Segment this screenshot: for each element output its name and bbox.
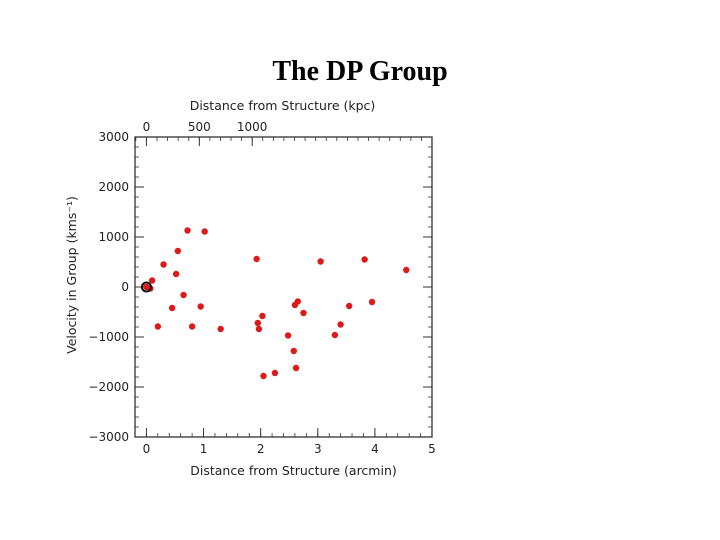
top-tick-label: 1000 [237, 120, 268, 134]
data-point [172, 270, 180, 278]
slide-title: The DP Group [272, 56, 448, 87]
y-tick-label: −3000 [88, 430, 129, 444]
x-tick-label: 1 [200, 442, 208, 456]
data-point [259, 312, 266, 320]
data-point [168, 304, 176, 312]
data-point [174, 247, 182, 255]
x-tick-label: 3 [314, 442, 322, 456]
top-axis-title: Distance from Structure (kpc) [190, 98, 376, 113]
y-tick-label: −1000 [88, 330, 129, 344]
data-point [300, 309, 307, 317]
data-point [254, 319, 261, 327]
data-point [201, 228, 208, 235]
x-tick-label: 0 [143, 442, 151, 456]
data-point [368, 298, 376, 306]
data-point [253, 255, 260, 263]
data-point [217, 325, 224, 333]
top-tick-label: 500 [188, 120, 211, 134]
y-axis-title: Velocity in Group (kms⁻¹) [64, 196, 79, 354]
x-axis-title: Distance from Structure (arcmin) [190, 463, 397, 478]
plot-frame [134, 136, 433, 438]
data-point [337, 321, 344, 328]
data-point [260, 372, 267, 380]
top-tick-label: 0 [143, 120, 151, 134]
data-point [154, 323, 162, 330]
data-point [255, 325, 263, 333]
y-tick-label: 1000 [98, 230, 129, 244]
data-point [188, 323, 196, 330]
y-tick-label: −2000 [88, 380, 129, 394]
data-point [403, 266, 410, 274]
data-point [284, 332, 292, 339]
data-point [271, 369, 279, 377]
data-point [197, 303, 204, 310]
data-point [331, 331, 339, 339]
x-tick-label: 4 [371, 442, 379, 456]
x-tick-label: 2 [257, 442, 265, 456]
data-point [292, 364, 300, 372]
structure-marker [140, 281, 152, 293]
data-point [317, 258, 324, 265]
data-point [180, 291, 187, 299]
data-point [345, 302, 353, 310]
y-tick-label: 2000 [98, 180, 129, 194]
y-tick-label: 3000 [98, 130, 129, 144]
data-point [184, 227, 191, 234]
data-point [361, 256, 368, 263]
data-point [290, 347, 297, 355]
x-tick-label: 5 [428, 442, 436, 456]
data-point [160, 261, 167, 268]
y-tick-label: 0 [121, 280, 129, 294]
data-point [294, 298, 301, 305]
data-point [148, 277, 156, 284]
